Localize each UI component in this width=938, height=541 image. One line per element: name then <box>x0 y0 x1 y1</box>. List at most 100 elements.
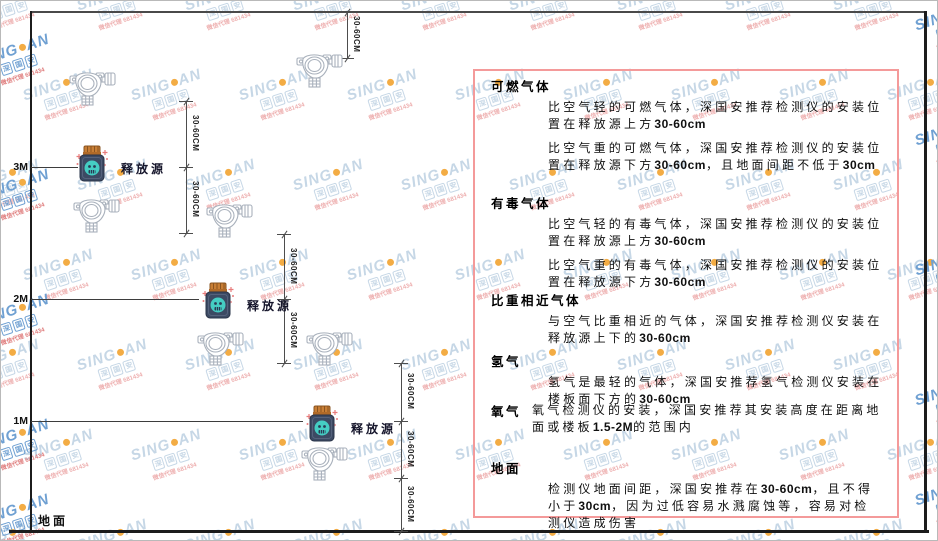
height-level-line-2m <box>31 299 199 300</box>
brand-agent-text: 微信代理 681434 <box>422 192 468 213</box>
brand-agent-text: 微信代理 681434 <box>44 282 90 303</box>
section-similar-density-gas: 比重相近气体 与空气比重相近的气体，深国安推荐检测仪安装在释放源上下的30-60c… <box>475 290 897 347</box>
brand-sub-text: 深国安 <box>80 533 153 540</box>
dimension-label: 30-60CM <box>406 373 415 410</box>
brand-agent-text: 微信代理 681434 <box>854 12 900 33</box>
brand-dot-icon <box>115 348 125 357</box>
panel-paragraph: 检测仪地面间距，深国安推荐在30-60cm，且不得小于30cm，因为过低容易水溅… <box>548 482 874 530</box>
brand-dot-icon <box>223 168 233 177</box>
panel-paragraph: 与空气比重相近的气体，深国安推荐检测仪安装在释放源上下的30-60cm <box>548 314 883 345</box>
brand-sub-text: 深国安 <box>918 388 937 422</box>
brand-agent-text: 微信代理 681434 <box>908 282 938 303</box>
gas-detector-icon <box>69 69 117 112</box>
brand-dot-icon <box>7 348 17 357</box>
panel-paragraph: 比空气重的有毒气体，深国安推荐检测仪的安装位置在释放源下方30-60cm <box>548 258 883 289</box>
brand-sub-text: 深国安 <box>620 1 693 27</box>
brand-sub-text: 深国安 <box>918 258 937 292</box>
brand-sub-text: 深国安 <box>134 263 207 297</box>
brand-dot-icon <box>17 178 27 187</box>
release-source-label: 释放源 <box>121 162 167 176</box>
right-wall-line <box>924 11 927 532</box>
panel-paragraph: 比空气轻的有毒气体，深国安推荐检测仪的安装位置在释放源上方30-60cm <box>548 217 883 248</box>
gas-detector-icon <box>306 329 354 372</box>
dimension-label: 30-60CM <box>191 115 200 152</box>
brand-dot-icon <box>385 78 395 87</box>
brand-agent-text: 微信代理 681434 <box>98 12 144 33</box>
ceiling-line <box>31 11 926 13</box>
dimension-label: 30-60CM <box>352 16 361 53</box>
section-heading-toxic-gas: 有毒气体 <box>491 196 552 211</box>
brand-dot-icon <box>169 78 179 87</box>
gas-detector-icon <box>197 329 245 372</box>
brand-sub-text: 深国安 <box>404 353 477 387</box>
brand-dot-icon <box>925 78 935 87</box>
brand-sub-text: 深国安 <box>80 353 153 387</box>
height-label-1m: 1M <box>13 415 28 427</box>
section-ground: 地面 检测仪地面间距，深国安推荐在30-60cm，且不得小于30cm，因为过低容易… <box>475 458 897 532</box>
brand-sub-text: 深国安 <box>350 263 423 297</box>
brand-sub-text: 深国安 <box>404 173 477 207</box>
brand-sub-text: 深国安 <box>512 533 585 540</box>
brand-sub-text: 深国安 <box>512 1 585 27</box>
brand-dot-icon <box>385 438 395 447</box>
brand-dot-icon <box>169 438 179 447</box>
height-level-line-1m <box>31 421 303 422</box>
brand-agent-text: 微信代理 681434 <box>98 372 144 393</box>
brand-dot-icon <box>17 43 27 52</box>
brand-sub-text: 深国安 <box>188 533 261 540</box>
height-label-3m: 3M <box>13 161 28 173</box>
release-source-label: 释放源 <box>351 422 397 436</box>
height-label-2m: 2M <box>13 293 28 305</box>
brand-sub-text: 深国安 <box>620 533 693 540</box>
brand-sub-text: 深国安 <box>404 1 477 27</box>
brand-sub-text: 深国安 <box>350 83 423 117</box>
brand-sub-text: 深国安 <box>80 1 153 27</box>
brand-dot-icon <box>277 258 287 267</box>
brand-sub-text: 深国安 <box>1 173 46 207</box>
brand-agent-text: 微信代理 681434 <box>368 282 414 303</box>
section-hydrogen: 氢气氢气是最轻的气体，深国安推荐氢气检测仪安装在楼板面下方的30-60cm <box>475 351 897 408</box>
section-heading-oxygen: 氧气 <box>491 404 522 419</box>
section-heading-combustible-gas: 可燃气体 <box>491 79 552 94</box>
dimension-label: 30-60CM <box>191 181 200 218</box>
brand-agent-text: 微信代理 681434 <box>152 462 198 483</box>
brand-sub-text: 深国安 <box>728 533 801 540</box>
section-heading-hydrogen: 氢气 <box>491 354 522 369</box>
brand-sub-text: 深国安 <box>1 308 56 342</box>
dimension-label: 30-60CM <box>406 430 415 467</box>
release-source-icon <box>201 281 235 326</box>
brand-dot-icon <box>17 428 27 437</box>
brand-agent-text: 微信代理 681434 <box>908 462 938 483</box>
panel-paragraph: 比空气轻的可燃气体，深国安推荐检测仪的安装位置在释放源上方30-60cm <box>548 100 883 131</box>
brand-sub-text: 深国安 <box>26 443 99 477</box>
panel-paragraph: 氢气是最轻的气体，深国安推荐氢气检测仪安装在楼板面下方的30-60cm <box>548 375 883 406</box>
brand-agent-text: 微信代理 681434 <box>44 462 90 483</box>
panel-paragraph: 比空气重的可燃气体，深国安推荐检测仪的安装位置在释放源下方30-60cm，且地面… <box>548 141 883 172</box>
brand-sub-text: 深国安 <box>1 353 46 387</box>
brand-sub-text: 深国安 <box>296 533 369 540</box>
brand-sub-text: 深国安 <box>1 433 56 467</box>
